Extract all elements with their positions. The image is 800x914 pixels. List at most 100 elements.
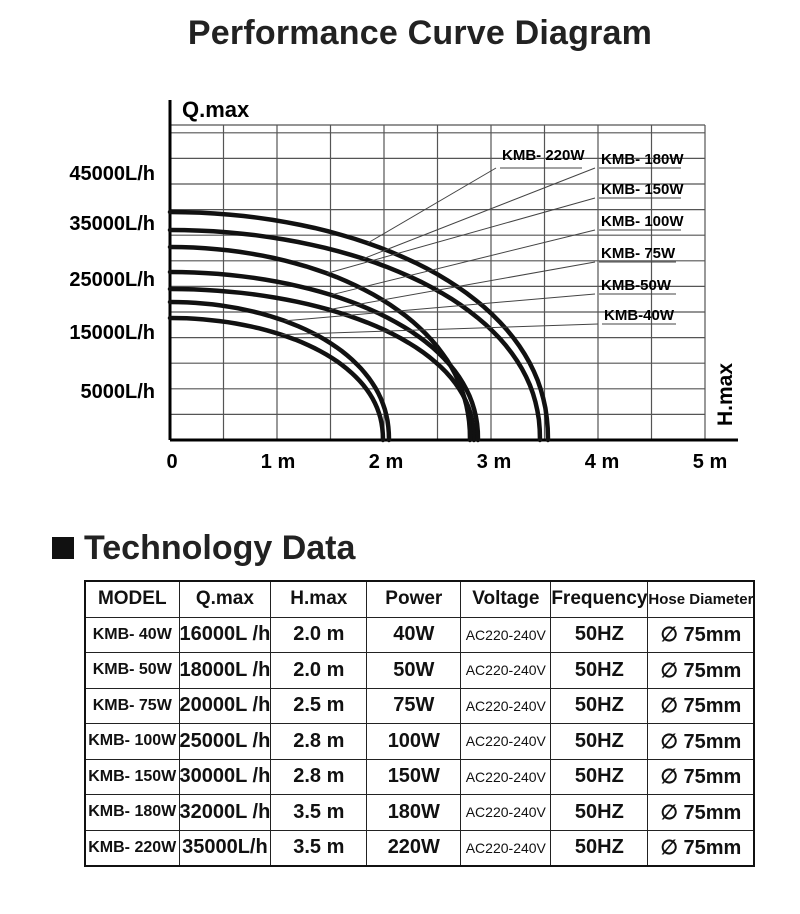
- header-power: Power: [366, 580, 462, 618]
- series-label: KMB-40W: [604, 307, 675, 324]
- table-row: KMB- 100W 25000L /h 2.8 m 100W AC220-240V 50H…: [84, 723, 755, 760]
- cell-frequency: 50HZ: [550, 758, 649, 795]
- cell-hmax: 2.0 m: [270, 616, 368, 653]
- cell-model: KMB- 75W: [84, 687, 180, 724]
- header-qmax: Q.max: [178, 580, 272, 618]
- cell-voltage: AC220-240V: [460, 794, 552, 831]
- cell-qmax: 32000L /h: [178, 794, 272, 831]
- table-row: KMB- 150W 30000L /h 2.8 m 150W AC220-240V 50H…: [84, 758, 755, 795]
- cell-hmax: 3.5 m: [270, 829, 368, 867]
- header-model: MODEL: [84, 580, 180, 618]
- technology-data-heading: Technology Data: [52, 526, 355, 570]
- cell-power: 100W: [366, 723, 462, 760]
- cell-hmax: 2.0 m: [270, 652, 368, 689]
- cell-hose-diameter: ∅ 75mm: [647, 829, 755, 867]
- y-tick-label: 45000L/h: [69, 163, 155, 185]
- cell-frequency: 50HZ: [550, 687, 649, 724]
- cell-model: KMB- 180W: [84, 794, 180, 831]
- cell-qmax: 20000L /h: [178, 687, 272, 724]
- series-label: KMB- 100W: [601, 213, 684, 230]
- cell-hose-diameter: ∅ 75mm: [647, 652, 755, 689]
- x-tick-label: 1 m: [261, 451, 295, 473]
- cell-power: 50W: [366, 652, 462, 689]
- cell-frequency: 50HZ: [550, 723, 649, 760]
- cell-hmax: 3.5 m: [270, 794, 368, 831]
- table-row: KMB- 75W 20000L /h 2.5 m 75W AC220-240V 50HZ ∅…: [84, 687, 755, 724]
- annotation-leader-line: [284, 293, 596, 322]
- series-label: KMB- 75W: [601, 245, 676, 262]
- cell-hose-diameter: ∅ 75mm: [647, 758, 755, 795]
- table-row: KMB- 220W 35000L/h 3.5 m 220W AC220-240V 50HZ…: [84, 829, 755, 867]
- table-row: KMB- 180W 32000L /h 3.5 m 180W AC220-240V 50H…: [84, 794, 755, 831]
- y-tick-label: 25000L/h: [69, 269, 155, 291]
- x-tick-label: 3 m: [477, 451, 511, 473]
- series-annotations: KMB- 220W KMB- 180W KMB- 150W KMB- 100W KMB-…: [281, 147, 684, 336]
- technology-data-table: MODEL Q.max H.max Power Voltage Frequenc…: [84, 580, 756, 867]
- cell-hose-diameter: ∅ 75mm: [647, 723, 755, 760]
- cell-qmax: 35000L/h: [178, 829, 272, 867]
- cell-power: 180W: [366, 794, 462, 831]
- cell-frequency: 50HZ: [550, 794, 649, 831]
- cell-voltage: AC220-240V: [460, 723, 552, 760]
- y-tick-label: 35000L/h: [69, 213, 155, 235]
- chart-grid: [170, 124, 706, 440]
- cell-model: KMB- 100W: [84, 723, 180, 760]
- cell-voltage: AC220-240V: [460, 829, 552, 867]
- cell-qmax: 18000L /h: [178, 652, 272, 689]
- series-label: KMB-50W: [601, 277, 672, 294]
- cell-model: KMB- 50W: [84, 652, 180, 689]
- annotation-leader-line: [330, 229, 596, 296]
- series-label: KMB- 220W: [502, 147, 585, 164]
- x-tick-label: 4 m: [585, 451, 619, 473]
- cell-model: KMB- 220W: [84, 829, 180, 867]
- header-hose-diameter: Hose Diameter: [647, 580, 755, 618]
- performance-curve-chart: Q.max H.max 5000L/h 15000L/h 25000L/h 35000L/…: [69, 97, 738, 473]
- cell-hose-diameter: ∅ 75mm: [647, 794, 755, 831]
- annotation-leader-line: [326, 197, 596, 274]
- cell-model: KMB- 150W: [84, 758, 180, 795]
- series-label: KMB- 180W: [601, 151, 684, 168]
- x-tick-label: 0: [166, 451, 177, 473]
- cell-frequency: 50HZ: [550, 652, 649, 689]
- cell-hmax: 2.5 m: [270, 687, 368, 724]
- cell-hmax: 2.8 m: [270, 758, 368, 795]
- cell-qmax: 30000L /h: [178, 758, 272, 795]
- cell-voltage: AC220-240V: [460, 652, 552, 689]
- x-tick-label: 5 m: [693, 451, 727, 473]
- square-bullet-icon: [52, 537, 74, 559]
- series-curve-kmb-40w: [167, 315, 386, 443]
- series-curve-kmb-220w: [167, 209, 551, 443]
- series-curve-kmb-180w: [167, 227, 543, 443]
- cell-frequency: 50HZ: [550, 616, 649, 653]
- y-tick-label: 5000L/h: [81, 381, 155, 403]
- x-axis-title: H.max: [714, 363, 737, 426]
- header-voltage: Voltage: [460, 580, 552, 618]
- cell-qmax: 16000L /h: [178, 616, 272, 653]
- cell-voltage: AC220-240V: [460, 616, 552, 653]
- cell-voltage: AC220-240V: [460, 687, 552, 724]
- cell-power: 220W: [366, 829, 462, 867]
- header-hmax: H.max: [270, 580, 368, 618]
- series-label: KMB- 150W: [601, 181, 684, 198]
- cell-power: 40W: [366, 616, 462, 653]
- technology-data-title: Technology Data: [84, 528, 356, 567]
- cell-hose-diameter: ∅ 75mm: [647, 687, 755, 724]
- table-row: KMB- 50W 18000L /h 2.0 m 50W AC220-240V 50HZ ∅…: [84, 652, 755, 689]
- annotation-leader-line: [328, 261, 596, 311]
- y-tick-label: 15000L/h: [69, 322, 155, 344]
- cell-power: 150W: [366, 758, 462, 795]
- table-header-row: MODEL Q.max H.max Power Voltage Frequenc…: [84, 580, 755, 618]
- cell-frequency: 50HZ: [550, 829, 649, 867]
- y-axis-title: Q.max: [182, 97, 250, 122]
- cell-model: KMB- 40W: [84, 616, 180, 653]
- cell-voltage: AC220-240V: [460, 758, 552, 795]
- page-title: Performance Curve Diagram: [187, 14, 653, 52]
- cell-power: 75W: [366, 687, 462, 724]
- series-curve-kmb-50w: [167, 299, 392, 443]
- header-frequency: Frequency: [550, 580, 649, 618]
- annotation-leader-line: [363, 167, 596, 260]
- annotation-leader-line: [281, 323, 599, 336]
- table-row: KMB- 40W 16000L /h 2.0 m 40W AC220-240V 50HZ ∅…: [84, 616, 755, 653]
- cell-qmax: 25000L /h: [178, 723, 272, 760]
- x-tick-label: 2 m: [369, 451, 403, 473]
